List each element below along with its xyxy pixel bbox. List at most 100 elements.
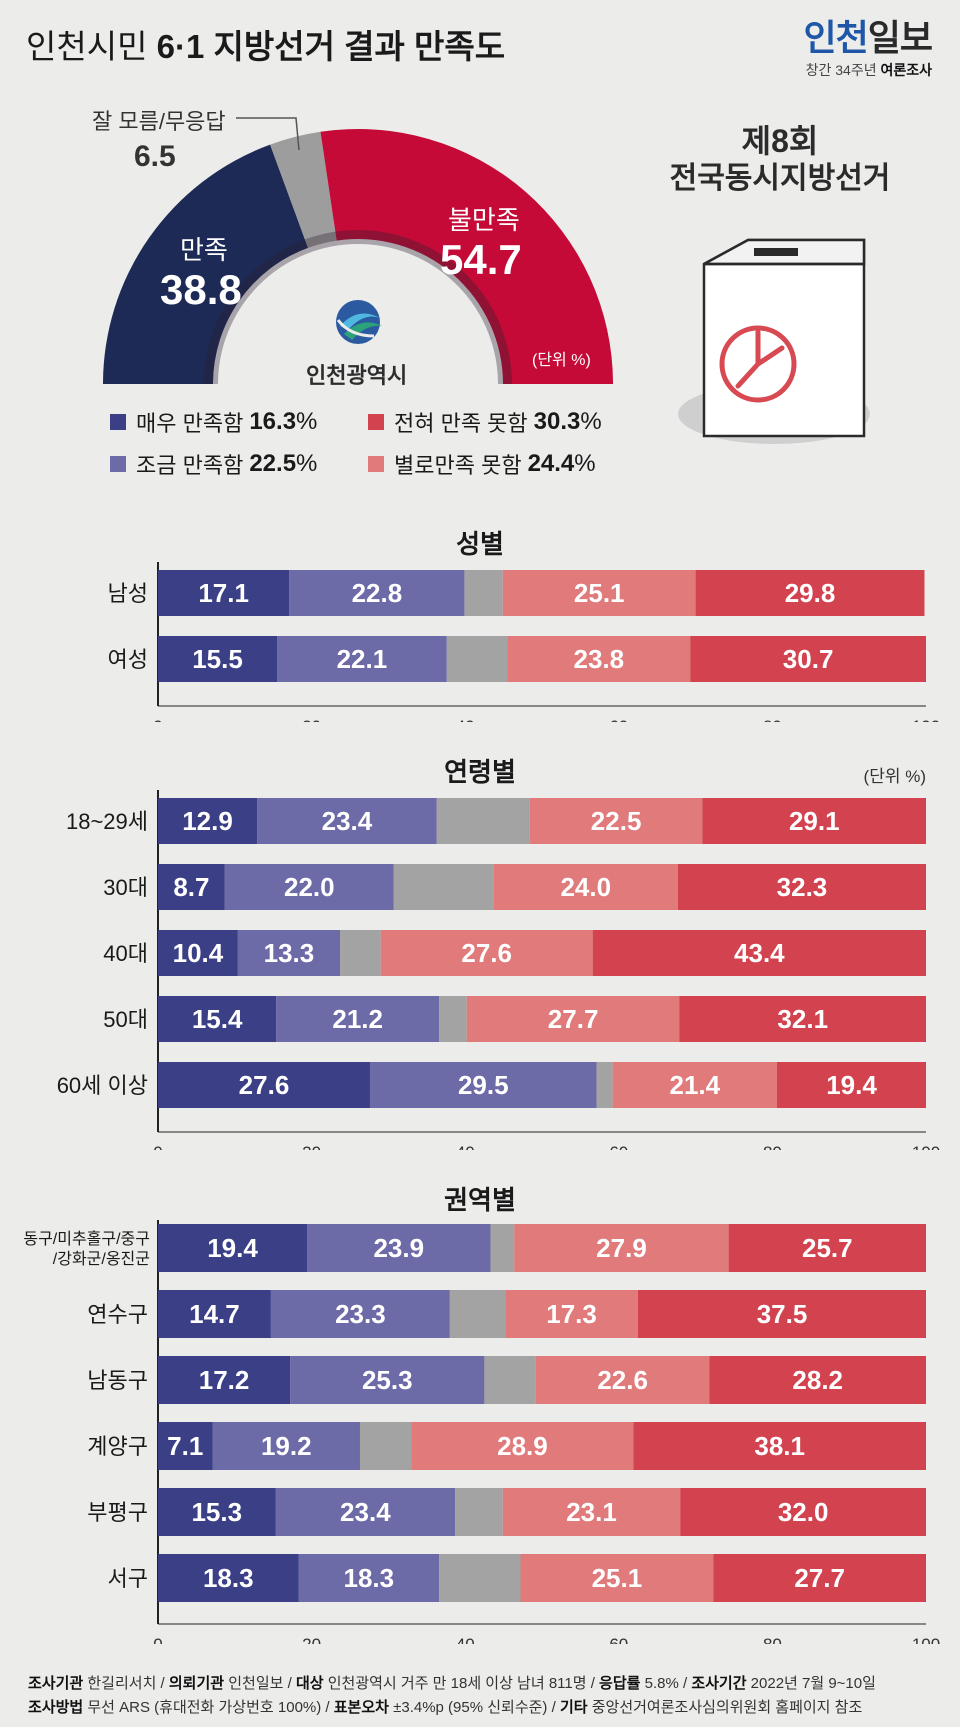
x-tick-label: 20 (302, 1143, 321, 1150)
gauge-inner-rim (204, 230, 512, 385)
footer-line-2: 조사방법 무선 ARS (휴대전화 가상번호 100%) / 표본오차 ±3.4… (28, 1696, 862, 1717)
dissatisfied-label: 불만족 (448, 205, 520, 235)
bar-value-label: 32.1 (777, 1004, 828, 1034)
bar-segment (535, 1356, 710, 1404)
bar-value-label: 15.5 (192, 644, 243, 674)
bar-value-label: 25.1 (574, 578, 625, 608)
footer-key: 조사기관 (28, 1675, 84, 1692)
age-unit-label: (단위 %) (863, 767, 926, 786)
category-label: 30대 (103, 875, 148, 900)
gauge-dontknow (270, 131, 337, 248)
footer-key: 조사방법 (28, 1699, 84, 1716)
bar-value-label: 19.2 (261, 1431, 312, 1461)
bar-value-label: 22.1 (337, 644, 388, 674)
footer-key: 의뢰기관 (168, 1675, 225, 1692)
legend-unit: % (580, 408, 602, 435)
bar-value-label: 25.3 (362, 1365, 413, 1395)
bar-segment (690, 636, 926, 682)
bar-value-label: 27.7 (794, 1563, 845, 1593)
bar-segment (490, 1224, 515, 1272)
legend-swatch (110, 456, 126, 472)
title-bold: 6·1 지방선거 결과 만족도 (156, 28, 506, 65)
bar-segment (158, 798, 258, 844)
section-title-gender: 성별 (456, 529, 504, 559)
bar-segment (596, 1062, 613, 1108)
footer-value: 5.8% / (640, 1675, 692, 1692)
bar-segment (446, 636, 508, 682)
bar-value-label: 15.4 (192, 1004, 243, 1034)
legend-swatch (368, 456, 384, 472)
bar-segment (270, 1290, 450, 1338)
page-title: 인천시민 6·1 지방선거 결과 만족도 (26, 20, 505, 68)
bar-segment (505, 1290, 638, 1338)
x-tick-label: 80 (763, 1635, 782, 1644)
bar-segment (592, 930, 926, 976)
bar-segment (439, 1554, 521, 1602)
satisfied-label: 만족 (180, 235, 228, 265)
x-tick-label: 40 (456, 1635, 475, 1644)
bar-value-label: 23.9 (373, 1233, 424, 1263)
legend-value: 30.3 (533, 408, 581, 435)
bar-value-label: 18.3 (344, 1563, 395, 1593)
bar-value-label: 15.3 (191, 1497, 242, 1527)
bar-value-label: 17.2 (199, 1365, 250, 1395)
bar-segment (484, 1356, 536, 1404)
legend-label: 매우 만족함 (136, 411, 244, 436)
legend-label: 조금 만족함 (136, 453, 244, 478)
incheon-city-logo-icon (336, 300, 382, 344)
bar-segment (638, 1290, 926, 1338)
bar-value-label: 29.5 (458, 1070, 509, 1100)
bar-value-label: 21.2 (332, 1004, 383, 1034)
bar-segment (158, 864, 225, 910)
bar-segment (277, 636, 447, 682)
bar-segment (158, 1554, 299, 1602)
x-tick-label: 60 (609, 717, 628, 722)
footer-value: 한길리서치 / (83, 1675, 169, 1692)
bar-value-label: 30.7 (783, 644, 834, 674)
legend-unit: % (296, 450, 318, 477)
bar-value-label: 32.0 (778, 1497, 829, 1527)
bar-segment (359, 1422, 412, 1470)
bar-segment (158, 1422, 213, 1470)
legend-item-not-very: 별로만족 못함 24.4% (368, 448, 596, 480)
legend-item-somewhat-satisfied: 조금 만족함 22.5% (110, 448, 368, 480)
bar-segment (529, 798, 703, 844)
bar-segment (380, 930, 593, 976)
bar-value-label: 22.0 (284, 872, 335, 902)
dontknow-label: 잘 모름/무응답 (92, 109, 226, 134)
legend-swatch (110, 414, 126, 430)
bar-value-label: 13.3 (264, 938, 315, 968)
bar-value-label: 22.8 (352, 578, 403, 608)
bar-segment (276, 996, 440, 1042)
x-tick-label: 80 (763, 717, 782, 722)
legend-unit: % (296, 408, 318, 435)
bar-segment (158, 1062, 370, 1108)
x-tick-label: 40 (456, 717, 475, 722)
bar-segment (306, 1224, 491, 1272)
bar-value-label: 43.4 (734, 938, 785, 968)
age-bar-chart: 0 20 40 60 80 100 18~29세 12.9 23.4 22.5 29.1 30대 8.7… (57, 790, 940, 1150)
election-badge-line1: 제8회 (741, 123, 819, 159)
gender-bar-chart: 0 20 40 60 80 100 남성 17.1 22.8 25.1 29.8 여성 15.5 22.1… (108, 562, 940, 722)
bar-value-label: 23.4 (340, 1497, 391, 1527)
category-label: 동구/미추홀구/중구 (23, 1230, 150, 1248)
footer-value: 인천일보 / (224, 1675, 296, 1692)
bar-segment (702, 798, 926, 844)
x-tick-label: 100 (912, 1635, 940, 1644)
bar-value-label: 24.0 (560, 872, 611, 902)
footer-value: 중앙선거여론조사심의위원회 홈페이지 참조 (587, 1699, 863, 1716)
ballot-box-icon (678, 238, 870, 444)
bar-value-label: 27.9 (596, 1233, 647, 1263)
bar-segment (709, 1356, 926, 1404)
x-tick-label: 20 (302, 717, 321, 722)
bar-segment (713, 1554, 926, 1602)
bar-segment (237, 930, 341, 976)
category-label: 계양구 (87, 1434, 148, 1459)
bar-segment (679, 996, 926, 1042)
bar-segment (224, 864, 394, 910)
bar-segment (464, 570, 503, 616)
gauge-unit-label: (단위 %) (532, 352, 591, 369)
bar-value-label: 32.3 (777, 872, 828, 902)
bar-value-label: 22.5 (591, 806, 642, 836)
bar-segment (393, 864, 494, 910)
